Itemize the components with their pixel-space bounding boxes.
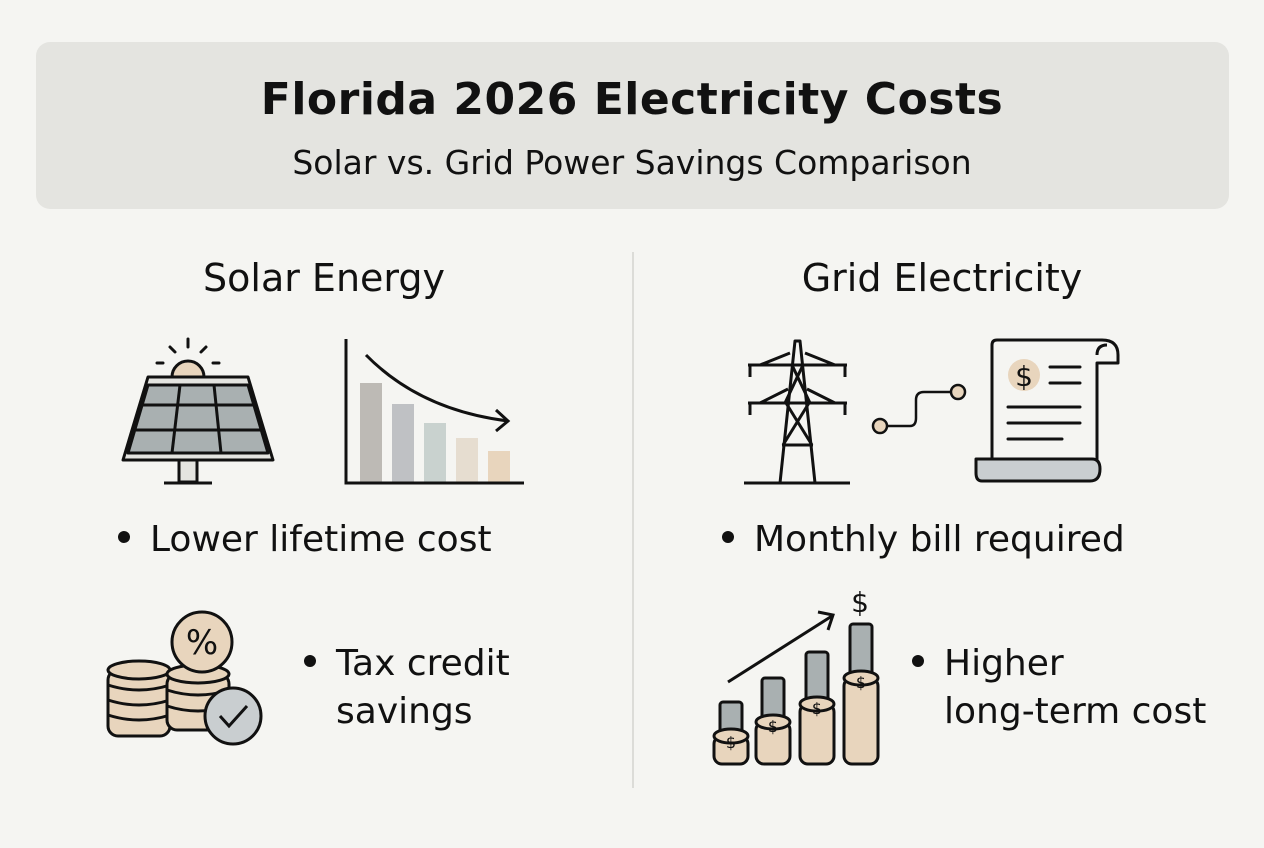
svg-text:$: $ <box>1015 360 1033 393</box>
solar-panel-icon <box>121 337 275 485</box>
bullet-text: Tax credit <box>336 643 510 684</box>
power-tower-icon <box>744 339 850 485</box>
connector-icon <box>871 383 967 435</box>
grid-bullet-monthly-bill: Monthly bill required <box>722 516 1125 564</box>
column-divider <box>632 252 634 788</box>
svg-text:$: $ <box>856 673 866 692</box>
bullet-text-line-2: savings <box>336 691 473 732</box>
svg-text:$: $ <box>768 717 778 736</box>
solar-bullet-tax-credit: Tax credit savings <box>304 640 510 736</box>
page-title: Florida 2026 Electricity Costs <box>260 74 1004 125</box>
svg-text:$: $ <box>726 733 736 752</box>
svg-text:%: % <box>186 623 218 663</box>
bullet-text-line-2: long-term cost <box>944 691 1207 732</box>
bullet-dot <box>118 531 130 543</box>
bill-invoice-icon: $ <box>974 338 1120 483</box>
coins-percent-check-icon: % <box>106 610 263 746</box>
bullet-dot <box>304 655 316 667</box>
bullet-text: Lower lifetime cost <box>150 519 492 560</box>
page-subtitle: Solar vs. Grid Power Savings Comparison <box>292 143 972 182</box>
solar-heading: Solar Energy <box>203 256 445 300</box>
bullet-text: Higher <box>944 643 1064 684</box>
bullet-dot <box>912 655 924 667</box>
bullet-dot <box>722 531 734 543</box>
svg-text:$: $ <box>851 586 869 619</box>
grid-bullet-higher-cost: Higher long-term cost <box>912 640 1206 736</box>
solar-bullet-lower-cost: Lower lifetime cost <box>118 516 492 564</box>
grid-heading: Grid Electricity <box>801 256 1083 300</box>
bullet-text: Monthly bill required <box>754 519 1125 560</box>
declining-cost-chart-icon <box>344 339 524 485</box>
header-banner <box>36 42 1229 209</box>
svg-text:$: $ <box>812 699 822 718</box>
rising-cost-coins-icon: $ $ $ $ $ <box>712 586 880 766</box>
